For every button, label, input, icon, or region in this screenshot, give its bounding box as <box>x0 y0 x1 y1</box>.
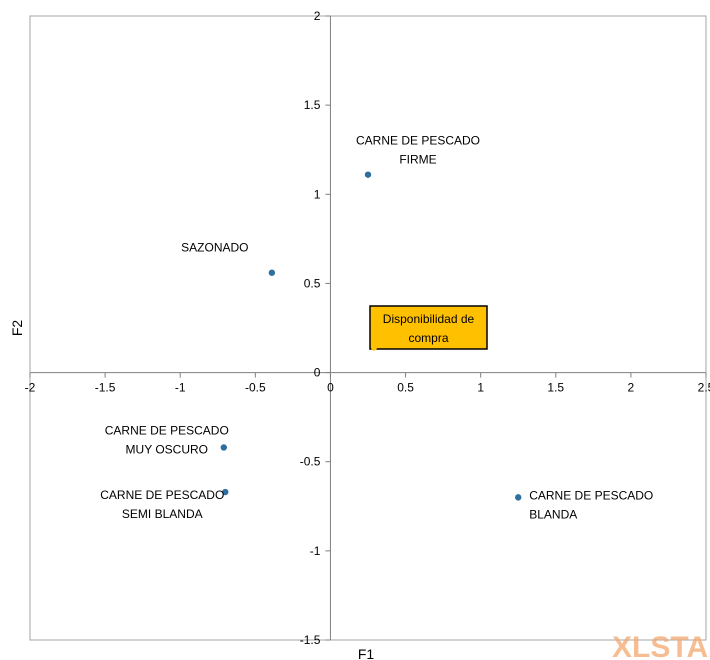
plot-frame <box>29 15 707 641</box>
axes <box>29 15 707 641</box>
data-point <box>268 269 276 276</box>
x-tick-label: 0.5 <box>397 381 414 395</box>
y-tick-label: 0 <box>314 366 321 380</box>
y-axis-title: F2 <box>9 320 25 337</box>
tick-labels: -2 -1.5 -1 -0.5 0 0.5 1 1.5 2 2.5 -1.5 -1 -0.5 0 0.5 1 1… <box>25 9 710 647</box>
point-label: CARNE DE PESCADO FIRME <box>356 134 480 167</box>
point-label: SAZONADO <box>181 241 248 255</box>
y-tick-label: -1 <box>310 544 321 558</box>
data-point <box>515 494 522 501</box>
point-label: CARNE DE PESCADO SEMI BLANDA <box>100 488 224 521</box>
x-tick-label: 1.5 <box>547 381 564 395</box>
y-tick-label: 2 <box>314 9 321 23</box>
x-tick-label: 2.5 <box>698 381 710 395</box>
data-point <box>364 171 372 178</box>
callout-label: Disponibilidad de compra <box>383 312 475 345</box>
x-tick-label: -1 <box>175 381 186 395</box>
data-point <box>222 488 229 496</box>
x-tick-label: 2 <box>628 381 635 395</box>
callout-box <box>369 305 488 350</box>
x-tick-label: -1.5 <box>95 381 116 395</box>
x-tick-label: -2 <box>25 381 36 395</box>
point-label: CARNE DE PESCADO MUY OSCURO <box>105 423 229 456</box>
x-axis-title: F1 <box>358 646 375 660</box>
data-points: CARNE DE PESCADO FIRME SAZONADO CARNE DE PE… <box>100 134 653 522</box>
y-tick-label: 1 <box>314 187 321 201</box>
data-point <box>220 444 227 451</box>
supplementary-point <box>371 344 378 351</box>
y-tick-label: -0.5 <box>300 455 321 469</box>
point-label: CARNE DE PESCADO BLANDA <box>529 488 653 521</box>
x-tick-label: -0.5 <box>245 381 266 395</box>
y-tick-label: -1.5 <box>300 633 321 647</box>
x-tick-label: 1 <box>477 381 484 395</box>
x-tick-label: 0 <box>327 381 334 395</box>
y-tick-label: 0.5 <box>304 276 321 290</box>
xlstat-watermark: XLSTA <box>612 631 708 660</box>
y-tick-label: 1.5 <box>304 98 321 112</box>
